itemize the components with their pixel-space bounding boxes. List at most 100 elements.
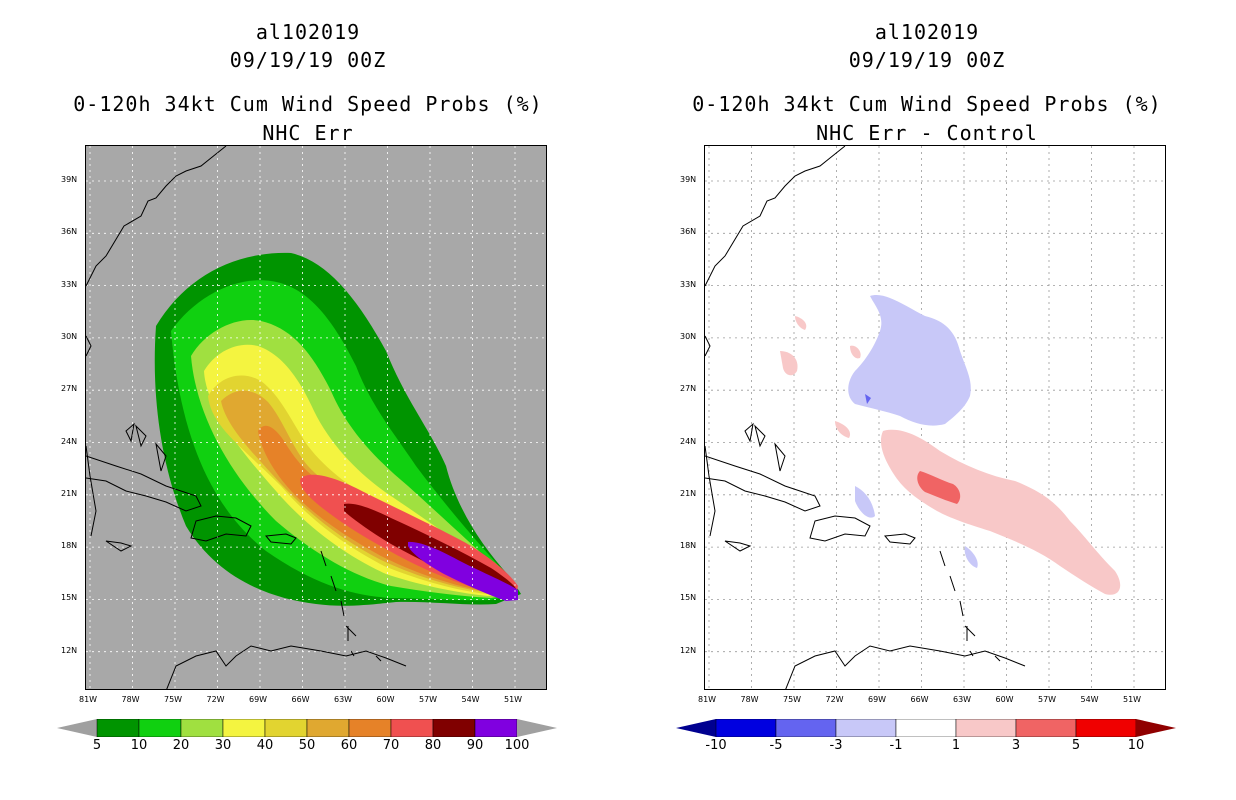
lat-tick-label: 39N — [61, 175, 78, 184]
left-datetime: 09/19/19 00Z — [229, 48, 387, 72]
lat-tick-label: 24N — [680, 436, 697, 446]
lon-tick-label: 51W — [1123, 695, 1142, 704]
probability-contours — [154, 252, 521, 606]
colorbar-swatch — [895, 719, 957, 737]
colorbar-tick-label: 50 — [298, 738, 316, 753]
right-subtitle: NHC Err - Control — [816, 121, 1038, 145]
right-product-title: 0-120h 34kt Cum Wind Speed Probs (%) — [692, 92, 1162, 116]
lat-tick-label: 27N — [61, 384, 78, 394]
diff-neg-region-2 — [855, 486, 875, 518]
left-probability-map — [85, 145, 547, 690]
colorbar-swatch — [715, 719, 777, 737]
colorbar-swatch — [180, 719, 224, 737]
colorbar-swatch — [264, 719, 308, 737]
lon-tick-label: 78W — [121, 695, 140, 704]
diff-pos-region-3 — [850, 345, 861, 359]
lon-tick-label: 69W — [868, 695, 887, 704]
lon-tick-label: 81W — [698, 695, 717, 704]
lon-tick-label: 81W — [79, 695, 98, 704]
left-storm-id: al102019 — [255, 20, 361, 44]
lon-tick-label: 66W — [910, 695, 929, 704]
lat-tick-label: 18N — [680, 541, 697, 551]
colorbar-swatch — [138, 719, 182, 737]
right-difference-map — [704, 145, 1166, 690]
colorbar-tick-label: 10 — [1127, 738, 1145, 753]
lon-tick-label: 63W — [334, 695, 353, 704]
lat-tick-label: 15N — [61, 593, 78, 603]
colorbar-tick-label: 100 — [504, 738, 530, 753]
colorbar-swatch — [775, 719, 837, 737]
lon-tick-label: 60W — [995, 695, 1014, 704]
lon-tick-label: 54W — [461, 695, 480, 704]
lon-tick-label: 75W — [164, 695, 183, 704]
lat-tick-label: 36N — [680, 227, 697, 237]
left-coastlines — [86, 146, 407, 689]
lat-tick-label: 33N — [680, 279, 697, 289]
diff-pos-region-6 — [917, 471, 961, 504]
colorbar-start-arrow — [676, 719, 716, 737]
difference-contours — [780, 295, 1121, 595]
colorbar-end-arrow — [1136, 719, 1176, 737]
colorbar-tick-label: 1 — [951, 738, 961, 753]
left-colorbar-graphic — [57, 719, 557, 737]
lat-tick-label: 21N — [61, 488, 78, 498]
right-datetime: 09/19/19 00Z — [848, 48, 1006, 72]
colorbar-tick-label: 70 — [382, 738, 400, 753]
lon-tick-label: 78W — [740, 695, 759, 704]
colorbar-swatch — [306, 719, 350, 737]
right-coastlines — [705, 146, 1026, 689]
right-map-graphic — [705, 146, 1165, 689]
lat-tick-label: 18N — [61, 541, 78, 551]
left-product-title: 0-120h 34kt Cum Wind Speed Probs (%) — [73, 92, 543, 116]
lon-tick-label: 72W — [825, 695, 844, 704]
lon-tick-label: 72W — [206, 695, 225, 704]
lat-tick-label: 21N — [680, 488, 697, 498]
colorbar-tick-label: 40 — [256, 738, 274, 753]
left-subtitle: NHC Err — [262, 121, 354, 145]
lon-tick-label: 57W — [1038, 695, 1057, 704]
colorbar-swatch — [222, 719, 266, 737]
lat-tick-label: 30N — [680, 331, 697, 341]
diff-neg-region-4 — [865, 394, 871, 404]
lon-tick-label: 75W — [783, 695, 802, 704]
colorbar-tick-label: 5 — [92, 738, 102, 753]
right-colorbar-graphic — [676, 719, 1176, 737]
colorbar-tick-label: -1 — [889, 738, 903, 753]
colorbar-swatch — [390, 719, 434, 737]
right-storm-id: al102019 — [874, 20, 980, 44]
colorbar-tick-label: 30 — [214, 738, 232, 753]
colorbar-tick-label: 5 — [1071, 738, 1081, 753]
colorbar-tick-label: 3 — [1011, 738, 1021, 753]
lon-tick-label: 66W — [291, 695, 310, 704]
colorbar-tick-label: -10 — [705, 738, 727, 753]
colorbar-swatch — [432, 719, 476, 737]
diff-neg-region-1 — [848, 295, 971, 426]
colorbar-end-arrow — [517, 719, 557, 737]
diff-pos-region-2 — [780, 351, 798, 376]
diff-pos-region-4 — [835, 421, 851, 438]
colorbar-start-arrow — [57, 719, 97, 737]
lat-tick-label: 24N — [61, 436, 78, 446]
left-map-graphic — [86, 146, 546, 689]
lat-tick-label: 15N — [680, 593, 697, 603]
colorbar-tick-label: 10 — [130, 738, 148, 753]
colorbar-tick-label: 60 — [340, 738, 358, 753]
lat-tick-label: 33N — [61, 279, 78, 289]
contour-90 — [408, 541, 518, 601]
right-grid — [705, 146, 1165, 689]
lon-tick-label: 69W — [249, 695, 268, 704]
lon-tick-label: 51W — [504, 695, 523, 704]
lat-tick-label: 30N — [61, 331, 78, 341]
lat-tick-label: 12N — [61, 645, 78, 655]
colorbar-tick-label: 80 — [424, 738, 442, 753]
colorbar-tick-label: 20 — [172, 738, 190, 753]
lon-tick-label: 54W — [1080, 695, 1099, 704]
colorbar-tick-label: -3 — [829, 738, 843, 753]
lon-tick-label: 57W — [419, 695, 438, 704]
lat-tick-label: 39N — [680, 175, 697, 184]
colorbar-swatch — [474, 719, 518, 737]
colorbar-swatch — [1075, 719, 1137, 737]
colorbar-tick-label: 90 — [466, 738, 484, 753]
colorbar-swatch — [835, 719, 897, 737]
lon-tick-label: 60W — [376, 695, 395, 704]
